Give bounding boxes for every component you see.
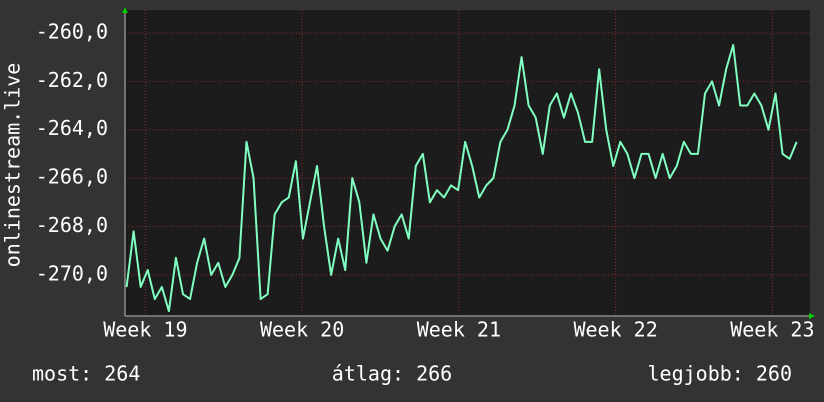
plot-area: [125, 10, 810, 316]
x-tick-label: Week 20: [260, 318, 344, 342]
y-tick-label: -266,0: [36, 165, 108, 189]
y-tick-label: -262,0: [36, 68, 108, 92]
stat-average: átlag: 266: [332, 362, 452, 386]
y-axis-arrow: [122, 7, 128, 13]
y-tick-label: -270,0: [36, 261, 108, 285]
y-axis-label: onlinestream.live: [1, 63, 25, 268]
y-tick-label: -264,0: [36, 116, 108, 140]
x-tick-label: Week 21: [417, 318, 501, 342]
x-tick-label: Week 23: [730, 318, 814, 342]
x-tick-label: Week 19: [103, 318, 187, 342]
stat-best: legjobb: 260: [648, 362, 793, 386]
x-tick-label: Week 22: [573, 318, 657, 342]
x-axis-arrow: [809, 313, 815, 319]
y-tick-label: -260,0: [36, 19, 108, 43]
data-line: [125, 44, 798, 313]
stat-current: most: 264: [32, 362, 140, 386]
y-tick-label: -268,0: [36, 213, 108, 237]
